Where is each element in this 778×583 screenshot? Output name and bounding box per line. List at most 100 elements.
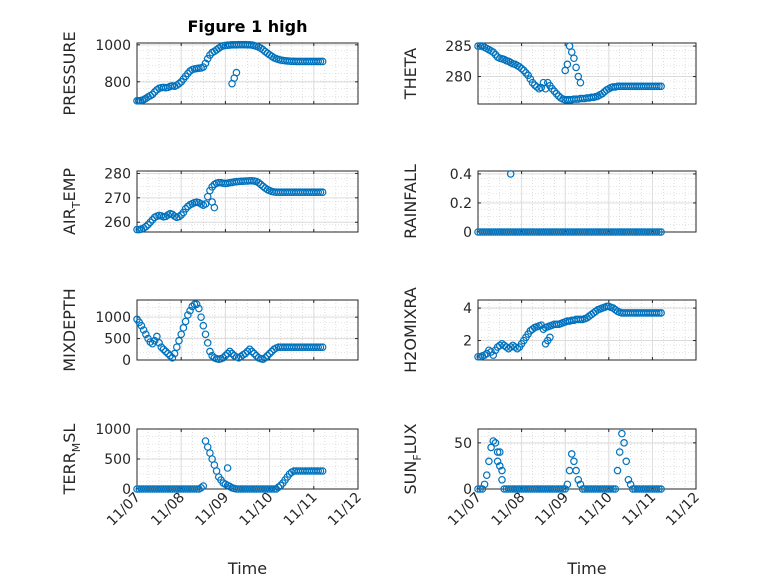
data-point <box>265 349 274 358</box>
data-point <box>201 330 210 339</box>
data-point <box>563 60 572 69</box>
data-point <box>274 483 283 492</box>
data-point <box>491 439 500 447</box>
x-axis-label: Time <box>227 559 267 578</box>
data-point <box>655 309 663 317</box>
x-tick-label: 11/08 <box>489 490 529 530</box>
data-point <box>572 63 580 72</box>
data-point <box>493 448 502 456</box>
y-axis-label-tail: LUX <box>401 423 420 454</box>
y-tick-label: 260 <box>104 215 131 231</box>
data-point <box>574 475 583 484</box>
data-point <box>489 351 498 359</box>
data-point <box>318 343 327 351</box>
x-tick-label: 11/12 <box>663 490 703 530</box>
y-tick-label: 800 <box>104 75 131 91</box>
data-point <box>206 347 214 356</box>
data-point <box>550 87 559 95</box>
data-point <box>314 57 323 66</box>
y-axis-label-main: SUN <box>401 461 420 495</box>
data-point <box>576 480 585 489</box>
x-tick-label: 11/11 <box>281 490 321 530</box>
data-point <box>232 68 241 77</box>
data-point <box>314 467 323 475</box>
data-point <box>175 79 183 88</box>
data-point <box>559 485 567 493</box>
data-point <box>652 309 661 317</box>
data-point <box>657 82 665 91</box>
data-point <box>557 485 565 493</box>
subplot-2: 260 270 280 AIRTEMP <box>60 166 359 235</box>
data-point <box>210 203 219 212</box>
data-point <box>652 82 661 91</box>
data-point <box>495 448 504 456</box>
data-point <box>241 349 250 358</box>
y-axis-label-main: AIR <box>60 208 79 235</box>
data-point <box>184 311 192 319</box>
subplot-4: 0 500 1000 MIXDEPTH <box>60 288 359 372</box>
data-point <box>498 466 506 475</box>
y-axis-label-main: MIXDEPTH <box>60 288 79 371</box>
data-point <box>495 462 504 470</box>
data-point <box>314 343 323 351</box>
data-point <box>181 205 190 213</box>
data-point <box>618 429 626 438</box>
data-point <box>546 333 554 342</box>
data-point <box>489 48 498 56</box>
data-point <box>615 448 624 456</box>
y-axis-label-tail: EMP <box>60 168 79 202</box>
data-point <box>223 464 232 472</box>
data-point <box>168 354 177 362</box>
data-point <box>195 304 203 313</box>
y-axis-label: AIRTEMP <box>60 168 83 235</box>
subplot-1: 280 285 THETA <box>401 39 697 105</box>
data-point <box>192 485 201 493</box>
y-tick-label: 285 <box>445 39 472 55</box>
data-point <box>318 57 327 66</box>
data-point <box>250 349 258 358</box>
data-point <box>482 471 491 479</box>
y-tick-label: 280 <box>445 70 472 86</box>
data-point <box>533 83 541 91</box>
data-point <box>270 485 278 493</box>
data-point <box>626 480 635 489</box>
data-point <box>261 354 269 362</box>
data-point <box>316 188 325 197</box>
y-tick-label: 0.2 <box>450 196 472 212</box>
y-axis-label: RAINFALL <box>401 164 420 239</box>
data-point <box>148 90 157 99</box>
x-tick-label: 11/12 <box>325 490 365 530</box>
axes-box <box>477 170 697 233</box>
y-tick-label: 0 <box>463 482 472 498</box>
data-point <box>150 88 159 96</box>
data-point <box>480 480 489 489</box>
data-point <box>480 351 489 359</box>
y-axis-label: TERRMSL <box>60 424 83 496</box>
data-point <box>489 437 498 445</box>
data-point <box>272 485 281 493</box>
data-point <box>276 481 285 490</box>
data-point <box>609 485 617 493</box>
data-point <box>563 480 572 489</box>
data-point <box>318 188 327 197</box>
data-point <box>611 485 620 493</box>
axes-box <box>477 428 697 490</box>
data-point <box>517 64 526 73</box>
subplot-0: 800 1000 PRESSURE Figure 1 high <box>60 17 359 116</box>
data-point <box>199 482 208 490</box>
x-tick-label: 11/08 <box>148 490 188 530</box>
data-point <box>226 347 234 356</box>
data-point <box>528 78 537 87</box>
data-point <box>487 443 495 452</box>
y-axis-label-tail: SL <box>60 424 79 443</box>
data-point <box>245 345 254 354</box>
data-point <box>511 343 519 351</box>
data-point <box>548 84 556 93</box>
data-point <box>570 457 578 466</box>
data-point <box>598 89 607 98</box>
axes-box <box>477 42 697 105</box>
data-point <box>491 50 500 59</box>
data-point <box>476 42 484 50</box>
data-point <box>513 344 522 353</box>
